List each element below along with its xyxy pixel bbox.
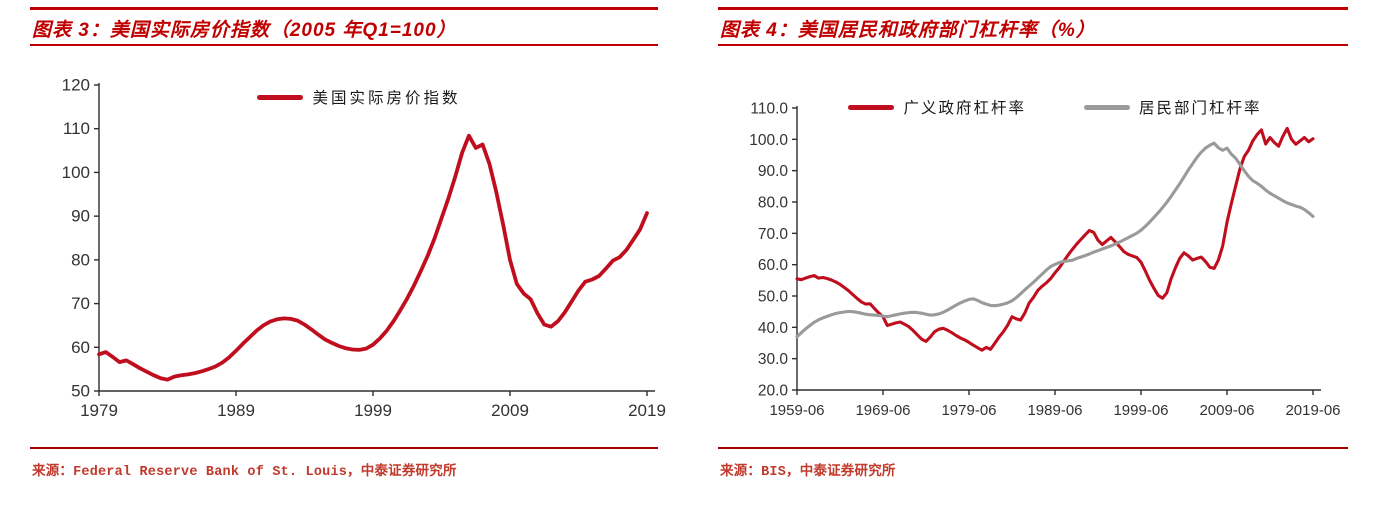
x-tick-label: 2009-06 <box>1199 402 1254 419</box>
y-tick-label: 120 <box>62 76 90 95</box>
x-tick-label: 2019-06 <box>1285 402 1340 419</box>
y-tick-label: 60 <box>71 338 90 357</box>
leverage-line-chart: 20.0 30.0 40.0 50.0 60.0 70.0 80.0 90.0 100.0 110… <box>749 101 1340 420</box>
x-tick-label: 1999 <box>354 401 392 420</box>
y-tick-label: 110.0 <box>750 101 788 118</box>
y-tick-label: 100 <box>62 163 90 182</box>
y-tick-label: 40.0 <box>758 320 789 337</box>
axis-line <box>796 106 1321 391</box>
data-series-1 <box>795 141 1315 339</box>
x-tick-label: 1989 <box>217 401 255 420</box>
y-tick-label: 70 <box>71 294 90 313</box>
x-tick-label: 1989-06 <box>1027 402 1082 419</box>
y-tick-label: 80.0 <box>758 195 789 212</box>
x-tick-label: 2009 <box>491 401 529 420</box>
data-series-0 <box>795 126 1315 352</box>
x-tick-label: 1979-06 <box>941 402 996 419</box>
y-tick-label: 30.0 <box>758 351 789 368</box>
panel-leverage-ratio: 图表 4：美国居民和政府部门杠杆率（%） 来源：BIS，中泰证券研究所 <box>718 0 1348 506</box>
chart-title-right: 图表 4：美国居民和政府部门杠杆率（%） <box>720 20 1096 41</box>
y-tick-label: 90 <box>71 207 90 226</box>
x-tick-label: 1959-06 <box>769 402 824 419</box>
footer-divider <box>30 447 658 449</box>
top-divider <box>718 7 1348 10</box>
top-divider <box>30 7 658 10</box>
y-tick-label: 50 <box>71 382 90 401</box>
panel-house-price-index: 图表 3：美国实际房价指数（2005 年Q1=100） 来源：Federal R… <box>30 0 658 506</box>
chart-title-left: 图表 3：美国实际房价指数（2005 年Q1=100） <box>32 20 457 41</box>
y-tick-label: 50.0 <box>758 289 789 306</box>
x-tick-label: 1999-06 <box>1113 402 1168 419</box>
y-tick-label: 100.0 <box>749 132 788 149</box>
x-tick-label: 2019 <box>628 401 666 420</box>
house-price-line-chart: 50 60 70 80 90 100 110 120 1979 1989 1999 2009 2019 <box>62 76 666 421</box>
footer-divider <box>718 447 1348 449</box>
source-text-right: 来源：BIS，中泰证券研究所 <box>720 465 896 480</box>
data-series-0 <box>97 133 649 382</box>
y-tick-label: 60.0 <box>758 257 789 274</box>
y-tick-label: 20.0 <box>758 383 789 400</box>
y-tick-label: 80 <box>71 250 90 269</box>
y-tick-label: 110 <box>63 119 90 138</box>
x-tick-label: 1969-06 <box>855 402 910 419</box>
title-underline-divider <box>30 44 658 46</box>
y-tick-label: 70.0 <box>758 226 789 243</box>
source-text-left: 来源：Federal Reserve Bank of St. Louis，中泰证… <box>32 465 457 480</box>
y-tick-label: 90.0 <box>758 163 789 180</box>
x-tick-label: 1979 <box>80 401 118 420</box>
title-underline-divider <box>718 44 1348 46</box>
axis-line <box>98 83 655 392</box>
